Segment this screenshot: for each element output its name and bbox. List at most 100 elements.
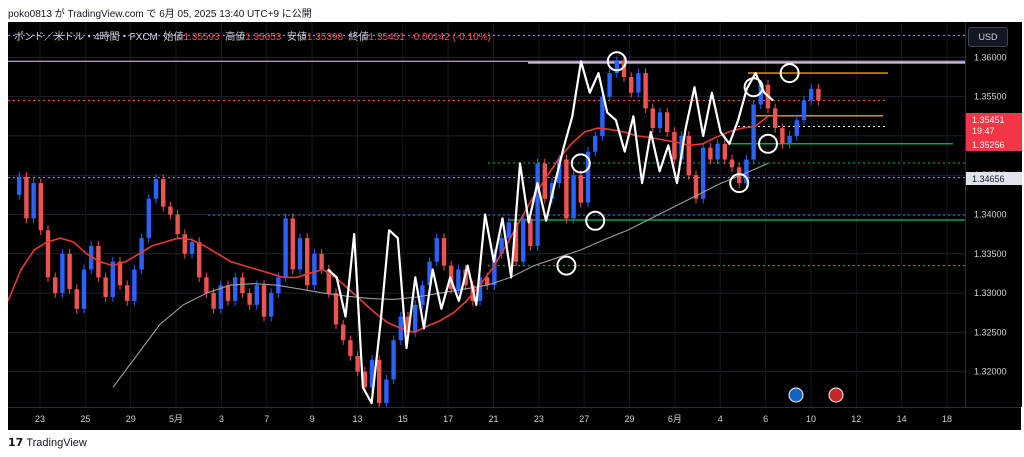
candle-body	[384, 379, 389, 404]
candle-body	[701, 147, 706, 199]
candle-body	[665, 112, 670, 132]
candle-body	[24, 176, 29, 219]
x-tick-label: 21	[488, 414, 498, 424]
publish-bar: poko0813 が TradingView.com で 6月 05, 2025…	[0, 0, 1024, 22]
pivot-circle	[606, 51, 627, 72]
candle-body	[585, 151, 591, 203]
candle-body	[17, 176, 22, 195]
candle-body	[492, 253, 497, 286]
brand-text: TradingView	[26, 437, 87, 449]
candle-body	[355, 355, 360, 372]
candle-body	[557, 159, 562, 184]
candle-body	[657, 112, 663, 129]
circled-pivots	[556, 51, 800, 276]
time-axis[interactable]: 23 25 29 5月 3 7 9 13 15 17 21 23 27 29 6月 4 6 10 12 14 18	[8, 407, 1021, 430]
ma-long-line	[112, 162, 769, 388]
candle-body	[477, 277, 483, 301]
candle-body	[218, 285, 223, 309]
candle-body	[809, 88, 814, 101]
candle-body	[117, 261, 123, 286]
x-tick-label: 23	[534, 414, 544, 424]
ma-short-line	[8, 115, 769, 334]
x-tick-label: 27	[579, 414, 589, 424]
candle-body	[643, 73, 648, 109]
candle-body	[773, 108, 778, 129]
candle-body	[816, 88, 821, 101]
price-chart[interactable]	[8, 22, 965, 407]
candle-body	[60, 253, 65, 294]
candle-body	[758, 84, 763, 105]
pivot-circle	[729, 173, 750, 194]
candle-body	[729, 159, 735, 168]
price-axis[interactable]: 1.360001.355001.350001.345001.340001.335…	[965, 22, 1022, 407]
candle-body	[240, 277, 245, 294]
candle-body	[650, 108, 655, 129]
candle-body	[319, 253, 324, 270]
candle-body	[535, 163, 540, 246]
candle-body	[182, 234, 187, 254]
candle-body	[794, 120, 799, 136]
candle-body	[312, 253, 317, 286]
x-tick-label: 12	[851, 414, 861, 424]
candle-body	[456, 269, 461, 290]
close-value: 1.35451	[368, 32, 405, 43]
current-price-text: 1.35451	[972, 115, 1005, 125]
grid-lines	[8, 22, 965, 407]
level-1-text: 1.35256	[972, 140, 1005, 150]
candle-body	[283, 218, 288, 278]
candle-body	[146, 198, 151, 239]
candle-body	[614, 61, 619, 74]
candle-body	[708, 147, 713, 160]
candle-body	[168, 206, 173, 215]
candle-body	[528, 218, 533, 246]
footer-brand[interactable]: 𝟭𝟳 TradingView	[8, 436, 87, 449]
countdown-text: 19:47	[972, 126, 995, 136]
candle-body	[600, 96, 605, 136]
candle-body	[369, 359, 375, 388]
x-tick-label: 18	[942, 414, 952, 424]
candle-body	[74, 289, 79, 309]
us-flag	[788, 387, 804, 403]
event-flags	[788, 387, 844, 403]
pivot-circle	[585, 210, 606, 231]
candle-body	[362, 371, 367, 388]
tradingview-logo-icon: 𝟭𝟳	[8, 437, 24, 449]
candle-body	[225, 285, 231, 301]
symbol-label: ポンド／米ドル・4時間・FXCM	[14, 32, 158, 43]
candle-body	[513, 222, 519, 262]
level-2-text: 1.34656	[972, 174, 1005, 184]
candle-body	[333, 293, 339, 325]
candle-body	[621, 61, 627, 77]
low-label: 安値	[286, 32, 307, 43]
candle-body	[110, 261, 115, 297]
x-tick-label: 15	[398, 414, 408, 424]
x-tick-label: 25	[80, 414, 90, 424]
uk-flag	[828, 387, 844, 403]
candle-body	[607, 73, 612, 97]
candle-body	[578, 175, 583, 203]
us-flag-icon	[788, 387, 804, 403]
chart-pane[interactable]	[8, 22, 965, 407]
y-tick-label: 1.34000	[974, 210, 1007, 220]
candle-body	[125, 285, 130, 301]
candle-body	[693, 175, 699, 199]
candle-body	[233, 277, 238, 301]
candle-body	[153, 179, 159, 199]
uk-flag-icon	[828, 387, 844, 403]
x-tick-label: 14	[897, 414, 907, 424]
x-tick-label: 6	[763, 414, 768, 424]
currency-button[interactable]: USD	[968, 27, 1008, 47]
x-tick-label: 29	[625, 414, 635, 424]
candle-body	[341, 324, 346, 341]
candle-body	[67, 253, 72, 290]
time-axis-labels: 23 25 29 5月 3 7 9 13 15 17 21 23 27 29 6月 4 6 10 12 14 18	[35, 414, 952, 424]
candle-body	[485, 277, 490, 286]
open-value: 1.35593	[183, 32, 220, 43]
candle-body	[269, 293, 274, 317]
y-tick-label: 1.33000	[974, 288, 1007, 298]
candle-body	[89, 245, 94, 270]
candle-body	[31, 183, 36, 219]
candle-body	[420, 285, 425, 305]
candle-body	[161, 179, 166, 207]
candle-body	[751, 104, 756, 160]
